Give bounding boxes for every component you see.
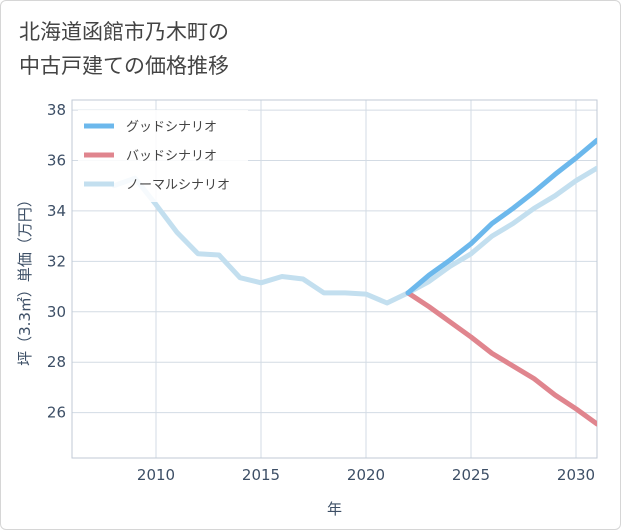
x-tick-label: 2025: [452, 466, 490, 484]
series-line-3: [111, 165, 597, 306]
legend-label: バッドシナリオ: [126, 149, 217, 164]
series-layer: [111, 137, 597, 427]
chart-title-line-2: 中古戸建ての価格推移: [19, 54, 229, 78]
y-tick-label: 34: [47, 202, 66, 220]
x-axis-label: 年: [327, 500, 342, 518]
legend-label: グッドシナリオ: [126, 120, 217, 135]
y-tick-label: 36: [47, 152, 66, 170]
y-tick-label: 38: [47, 101, 66, 119]
y-tick-label: 28: [47, 353, 66, 371]
grid: [72, 100, 597, 458]
chart-title-line-1: 北海道函館市乃木町の: [19, 20, 229, 44]
y-tick-label: 32: [47, 252, 66, 270]
y-axis-ticks: 26 28 30 32 34 36 38: [47, 101, 66, 422]
x-tick-label: 2010: [137, 466, 175, 484]
series-line-1: [405, 137, 597, 296]
y-tick-label: 30: [47, 303, 66, 321]
plot-frame: [71, 99, 598, 459]
y-axis-label: 坪（3.3㎡）単価（万円）: [16, 192, 34, 366]
series-line-2: [405, 290, 597, 427]
y-tick-label: 26: [47, 404, 66, 422]
x-tick-label: 2030: [557, 466, 595, 484]
chart-title: 北海道函館市乃木町の 中古戸建ての価格推移: [19, 15, 229, 83]
legend-label: ノーマルシナリオ: [126, 178, 230, 193]
x-tick-label: 2020: [347, 466, 385, 484]
x-tick-label: 2015: [242, 466, 280, 484]
x-axis-ticks: 2010 2015 2020 2025 2030: [137, 466, 595, 484]
